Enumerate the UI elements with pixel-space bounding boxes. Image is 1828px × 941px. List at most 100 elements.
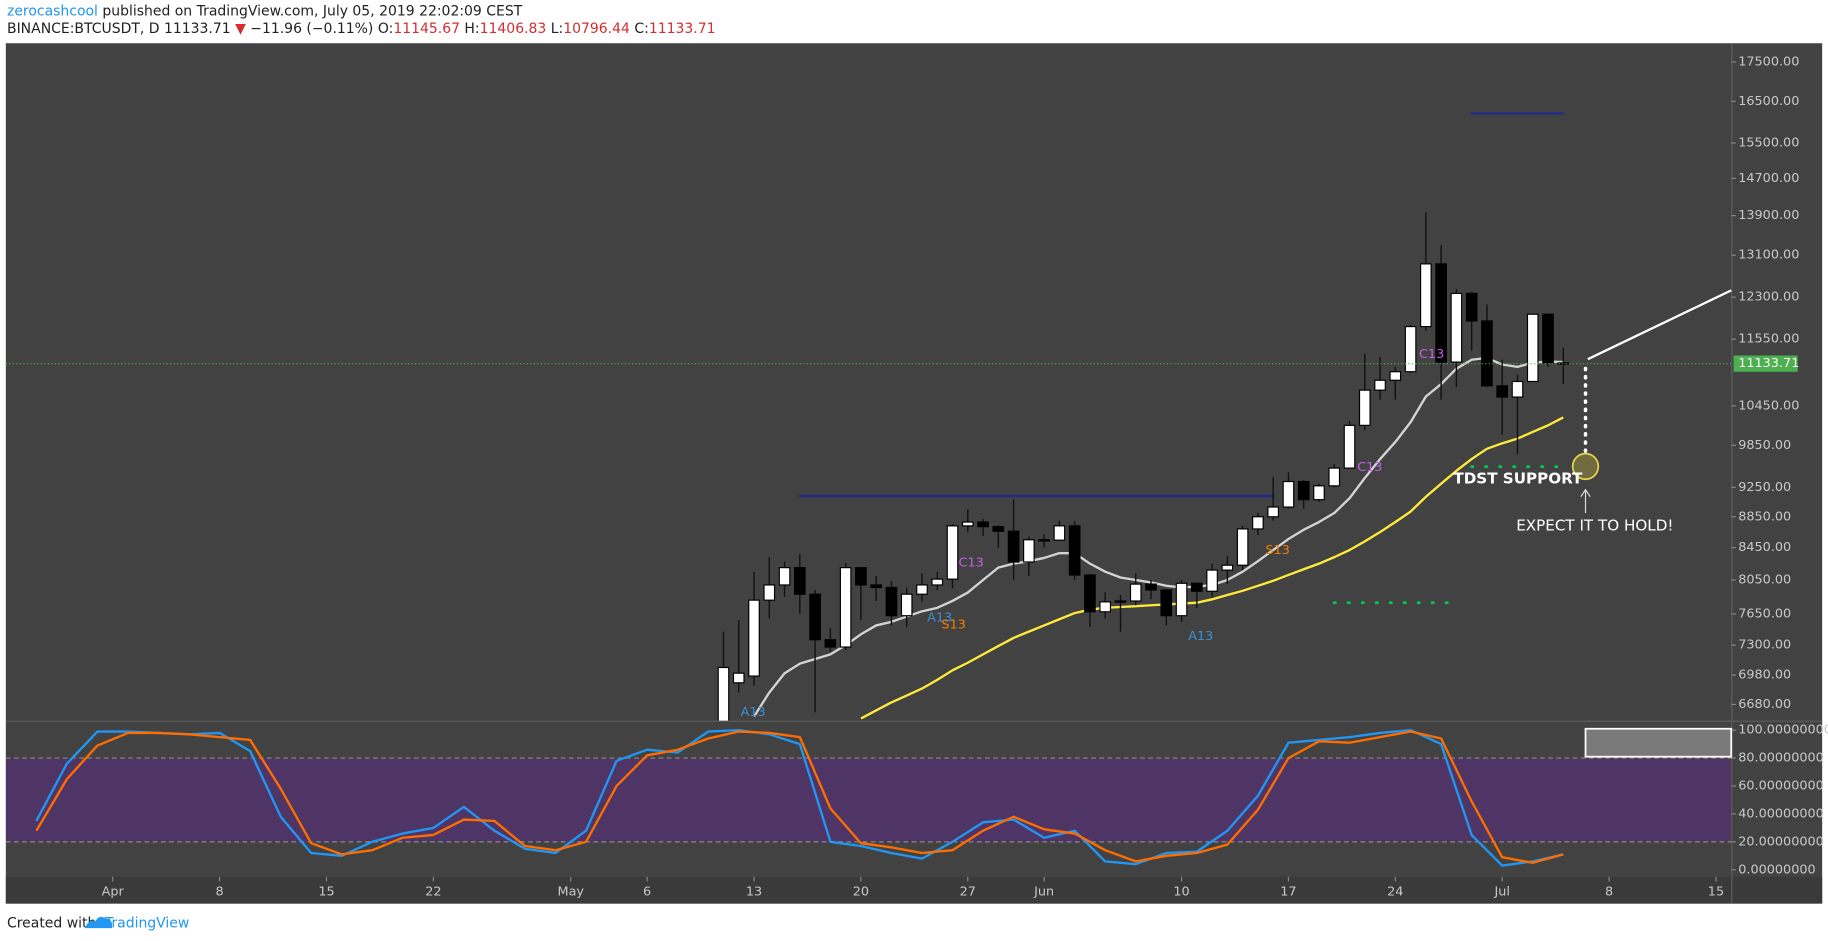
candle-body (1145, 583, 1157, 591)
candle-body (1053, 525, 1066, 541)
candle-body (1358, 389, 1371, 426)
line-series (35, 730, 1564, 864)
footer-created: Created with (7, 915, 96, 931)
candle-body (931, 578, 944, 586)
last-price-tag (1733, 355, 1798, 372)
candle-body (1114, 600, 1127, 603)
candle-body (1007, 530, 1020, 563)
x-tick-label: May (558, 884, 585, 899)
candle-body (1282, 480, 1295, 508)
open-label: O: (378, 21, 393, 37)
candle-body (1206, 569, 1218, 592)
last: 11133.71 (164, 21, 231, 37)
close: 11133.71 (649, 21, 716, 37)
x-tick-label: Jul (1493, 884, 1509, 899)
x-tick-label: Apr (102, 884, 125, 899)
candle-body (778, 567, 791, 586)
x-tick-label: 24 (1387, 884, 1403, 899)
stoch-pane (5, 728, 1732, 867)
candle-body (809, 593, 821, 641)
annotation: C13 (1419, 347, 1444, 362)
candle-body (1252, 516, 1264, 530)
candle-body (1297, 480, 1310, 501)
line-series (753, 356, 1564, 718)
y-tick-label: 13100.00 (1738, 248, 1799, 263)
y-tick-label: 40.00000000 (1738, 806, 1824, 821)
footer-brand[interactable]: TradingView (104, 915, 189, 931)
x-tick-label: 22 (425, 884, 441, 899)
y-tick-label: 12300.00 (1738, 290, 1799, 305)
high: 11406.83 (480, 21, 547, 37)
candle-body (1190, 582, 1203, 592)
band (5, 758, 1732, 842)
y-tick-label: 16500.00 (1738, 94, 1799, 109)
x-tick-label: 10 (1173, 884, 1189, 899)
price-pane (5, 112, 1732, 721)
y-tick-label: 13900.00 (1738, 208, 1799, 223)
support-arrow (1580, 488, 1591, 514)
y-tick-label: 8850.00 (1738, 509, 1791, 524)
x-tick-label: Jun (1033, 884, 1054, 899)
x-tick-label: 17 (1280, 884, 1296, 899)
y-tick-label: 6980.00 (1738, 668, 1791, 683)
y-tick-label: 7300.00 (1738, 638, 1791, 653)
y-tick-label: 80.00000000 (1738, 751, 1824, 766)
x-tick-label: 27 (960, 884, 976, 899)
trend-line (1587, 289, 1732, 361)
candle-body (1160, 589, 1173, 617)
candle-body (1343, 424, 1356, 469)
line-series (860, 416, 1564, 720)
candle-body (1023, 539, 1035, 563)
candle-body (1496, 385, 1509, 398)
low-label: L: (551, 21, 564, 37)
x-tick-label: 6 (643, 884, 651, 899)
candle-body (916, 584, 928, 595)
candle-body (1099, 601, 1112, 613)
support-circle (1571, 452, 1600, 481)
symbol: BINANCE:BTCUSDT, D (7, 21, 160, 37)
candle-body (1404, 325, 1417, 373)
y-tick-label: 14700.00 (1738, 171, 1799, 186)
y-tick-label: 0.00000000 (1738, 862, 1815, 877)
author[interactable]: zerocashcool (7, 4, 98, 20)
annotation: A13 (1188, 629, 1213, 644)
y-tick-label: 20.00000000 (1738, 834, 1824, 849)
candle-body (1221, 564, 1234, 571)
line-series (35, 728, 1564, 867)
candle-body (855, 567, 867, 586)
candle-body (1313, 485, 1325, 501)
candle-body (824, 639, 837, 648)
candle-body (1374, 379, 1386, 391)
candle-body (1175, 582, 1188, 617)
x-tick-label: 15 (1708, 884, 1724, 899)
x-tick-label: 13 (746, 884, 762, 899)
candle-body (1526, 313, 1539, 383)
last-price-label: 11133.71 (1738, 356, 1799, 371)
candle-body (992, 526, 1005, 532)
candle-body (763, 584, 776, 601)
y-tick-label: 15500.00 (1738, 135, 1799, 150)
change: −11.96 (−0.11%) (250, 21, 373, 37)
candle-body (1420, 263, 1432, 328)
candle-body (1435, 263, 1447, 363)
x-tick-label: 15 (318, 884, 334, 899)
candle-body (1129, 583, 1142, 602)
candle-body (1465, 292, 1478, 322)
candle-body (793, 567, 806, 595)
annotation: A13 (741, 705, 766, 720)
y-tick-label: 11550.00 (1738, 332, 1799, 347)
y-tick-label: 10450.00 (1738, 398, 1799, 413)
annotation: S13 (1266, 543, 1290, 558)
open: 11145.67 (393, 21, 460, 37)
annotation: C13 (959, 556, 984, 571)
y-tick-label: 100.00000000 (1738, 723, 1828, 738)
candle-body (977, 521, 989, 528)
annotation: C13 (1357, 460, 1382, 475)
y-tick-label: 8050.00 (1738, 572, 1791, 587)
high-label: H: (464, 21, 479, 37)
candle-body (1389, 371, 1402, 381)
candle-body (1084, 574, 1096, 613)
y-tick-label: 9850.00 (1738, 438, 1791, 453)
candle-body (1542, 313, 1554, 364)
candle-body (870, 584, 882, 589)
